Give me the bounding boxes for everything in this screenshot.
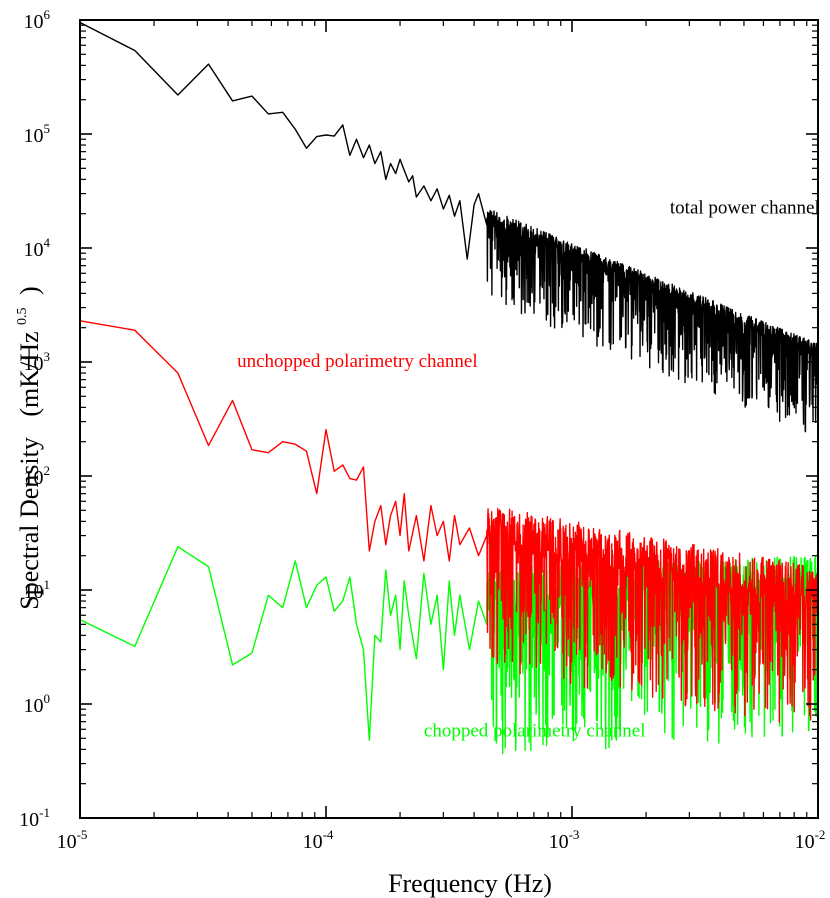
y-tick-label: 101 — [24, 577, 51, 603]
y-tick-label: 100 — [24, 691, 51, 717]
x-tick-label: 10-4 — [303, 827, 334, 853]
y-tick-label: 102 — [24, 463, 51, 489]
y-axis-title: Spectral Density (mK/Hz 0.5 ) — [3, 286, 44, 609]
x-tick-label: 10-5 — [57, 827, 88, 853]
y-tick-label: 10-1 — [19, 805, 50, 831]
labels-layer: 10-5 10-4 10-3 10-2 10-1 100 101 102 103 104 105 10… — [19, 7, 825, 853]
y-tick-label: 103 — [24, 349, 51, 375]
plot-frame — [79, 19, 819, 819]
series-line-chopped-polarimetry-channel — [79, 545, 819, 755]
y-axis-units-suffix: ) — [15, 286, 44, 295]
y-tick-label: 105 — [24, 121, 51, 147]
series-label-unchopped-polarimetry-channel: unchopped polarimetry channel — [237, 351, 478, 372]
y-tick-label: 104 — [24, 235, 51, 261]
series-line-total-power-channel — [79, 21, 819, 433]
series-layer — [79, 21, 819, 755]
x-tick-label: 10-2 — [795, 827, 826, 853]
x-axis-title: Frequency (Hz) — [388, 869, 552, 898]
y-axis-units-prefix: (mK/Hz — [15, 331, 44, 416]
series-label-total-power-channel: total power channel — [670, 198, 820, 219]
y-axis-title-main: Spectral Density — [15, 437, 44, 610]
series-line-unchopped-polarimetry-channel — [79, 320, 819, 723]
series-label-chopped-polarimetry-channel: chopped polarimetry channel — [424, 720, 646, 741]
ticks-layer — [79, 19, 819, 819]
svg-text:Spectral Density (mK/Hz: Spectral Density (mK/Hz 0.5 ) — [3, 286, 44, 609]
y-axis-units-exp: 0.5 — [15, 307, 30, 325]
x-tick-label: 10-3 — [549, 827, 580, 853]
y-tick-label: 106 — [24, 7, 51, 33]
